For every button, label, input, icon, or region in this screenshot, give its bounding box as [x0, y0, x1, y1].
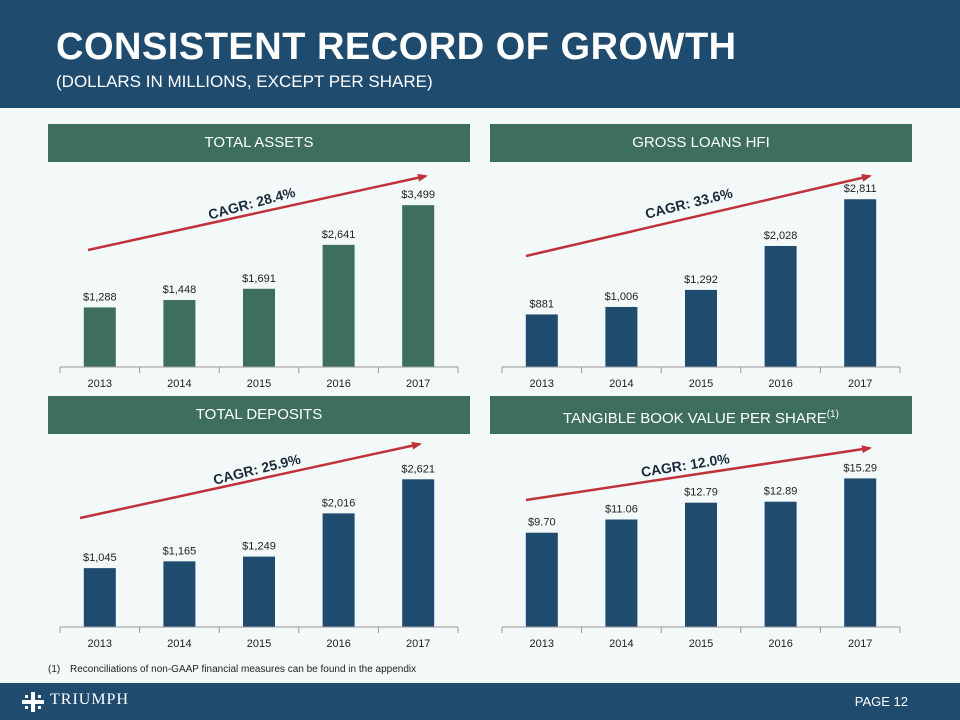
x-tick-2016: 2016 [326, 638, 350, 650]
data-label-2016: $2,641 [322, 229, 356, 241]
x-tick-2013: 2013 [88, 378, 112, 390]
data-label-2015: $12.79 [684, 487, 718, 499]
bar-2015 [243, 288, 275, 367]
bar-2015 [243, 556, 275, 627]
data-label-2015: $1,292 [684, 274, 718, 286]
x-tick-2015: 2015 [247, 378, 271, 390]
data-label-2016: $2,028 [764, 230, 798, 242]
data-label-2014: $1,448 [163, 284, 197, 296]
footnote: (1) Reconciliations of non-GAAP financial… [48, 664, 416, 675]
data-label-2014: $1,006 [605, 291, 639, 303]
x-tick-2013: 2013 [88, 638, 112, 650]
data-label-2017: $2,811 [844, 183, 877, 195]
page-subtitle: (DOLLARS IN MILLIONS, EXCEPT PER SHARE) [56, 72, 433, 91]
panel-header-total-deposits: TOTAL DEPOSITS [48, 396, 470, 434]
chart-total-deposits: $1,045 2013 $1,165 2014 $1,249 2015 $2,016 2016… [59, 441, 459, 650]
cagr-arrow [87, 173, 428, 252]
panel-title: GROSS LOANS HFI [632, 134, 770, 151]
x-tick-2017: 2017 [848, 638, 872, 650]
x-tick-2017: 2017 [848, 378, 872, 390]
data-label-2013: $1,045 [83, 552, 117, 564]
x-tick-2014: 2014 [167, 378, 191, 390]
header-bar: CONSISTENT RECORD OF GROWTH (DOLLARS IN … [0, 0, 960, 108]
cagr-label: CAGR: 25.9% [211, 450, 302, 487]
data-label-2013: $9.70 [528, 517, 556, 529]
bar-2014 [605, 306, 638, 367]
footnote-number: (1) [48, 664, 61, 675]
panel-title: TOTAL ASSETS [204, 134, 314, 151]
x-tick-2013: 2013 [530, 638, 554, 650]
cagr-arrow [525, 173, 872, 258]
bar-2017 [844, 478, 877, 627]
x-tick-2013: 2013 [530, 378, 554, 390]
data-label-2017: $2,621 [401, 463, 435, 475]
data-label-2016: $2,016 [322, 497, 356, 509]
cagr-arrow [525, 445, 872, 502]
bar-2016 [764, 245, 797, 367]
x-tick-2017: 2017 [406, 638, 430, 650]
page-number: PAGE 12 [854, 694, 908, 709]
data-label-2017: $3,499 [401, 189, 435, 201]
x-tick-2015: 2015 [689, 378, 713, 390]
x-tick-2014: 2014 [167, 638, 191, 650]
x-tick-2016: 2016 [326, 378, 350, 390]
x-tick-2014: 2014 [609, 638, 633, 650]
bar-2015 [685, 502, 717, 627]
page-title: CONSISTENT RECORD OF GROWTH [56, 26, 737, 68]
x-tick-2015: 2015 [247, 638, 271, 650]
logo-text: TRIUMPH [50, 691, 130, 708]
data-label-2017: $15.29 [843, 462, 877, 474]
cagr-label: CAGR: 33.6% [643, 184, 734, 221]
data-label-2013: $1,288 [83, 291, 117, 303]
bar-2014 [163, 561, 196, 627]
data-label-2014: $11.06 [605, 504, 638, 516]
bar-2014 [163, 300, 196, 367]
triumph-logo-icon [22, 692, 44, 712]
bar-2016 [764, 501, 797, 627]
panel-title: TANGIBLE BOOK VALUE PER SHARE [563, 410, 827, 427]
panel-header-gross-loans: GROSS LOANS HFI [490, 124, 912, 162]
data-label-2015: $1,691 [242, 273, 276, 285]
bar-2016 [322, 513, 355, 627]
footnote-text: Reconciliations of non-GAAP financial me… [70, 664, 417, 675]
x-tick-2016: 2016 [768, 638, 792, 650]
data-label-2016: $12.89 [764, 486, 798, 498]
data-label-2015: $1,249 [242, 541, 276, 553]
bar-2017 [402, 205, 435, 367]
bar-2013 [83, 307, 116, 367]
bar-2013 [83, 568, 116, 627]
bar-2013 [525, 532, 558, 627]
data-label-2013: $881 [530, 298, 554, 310]
x-tick-2016: 2016 [768, 378, 792, 390]
cagr-label: CAGR: 28.4% [206, 184, 297, 223]
chart-total-assets: $1,288 2013 $1,448 2014 $1,691 2015 $2,641 2016… [59, 173, 459, 390]
x-tick-2014: 2014 [609, 378, 633, 390]
panel-title: TOTAL DEPOSITS [195, 406, 323, 423]
bar-2017 [402, 479, 435, 627]
data-label-2014: $1,165 [163, 545, 197, 557]
footer-bar: TRIUMPH PAGE 12 [0, 683, 960, 720]
bar-2013 [525, 314, 558, 367]
cagr-arrow [79, 441, 422, 520]
x-tick-2017: 2017 [406, 378, 430, 390]
bar-2015 [685, 289, 717, 367]
chart-gross-loans: $881 2013 $1,006 2014 $1,292 2015 $2,028 2016 $2… [501, 173, 901, 390]
chart-tbvps: $9.70 2013 $11.06 2014 $12.79 2015 $12.89 2016 $… [501, 445, 901, 650]
bar-2016 [322, 244, 355, 367]
panel-title-superscript: (1) [826, 409, 839, 420]
bar-2014 [605, 519, 638, 627]
x-tick-2015: 2015 [689, 638, 713, 650]
panel-header-tbvps: TANGIBLE BOOK VALUE PER SHARE(1) [490, 396, 912, 434]
bar-2017 [844, 199, 877, 367]
panel-header-total-assets: TOTAL ASSETS [48, 124, 470, 162]
